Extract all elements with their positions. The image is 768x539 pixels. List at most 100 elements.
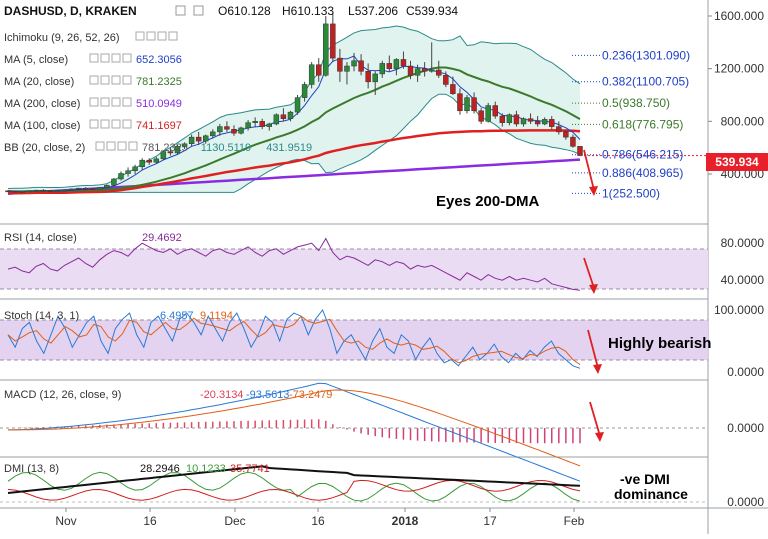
indicator-control-icon[interactable]: [89, 75, 99, 85]
candle-body[interactable]: [330, 23, 336, 59]
candle-body[interactable]: [188, 136, 195, 144]
candle-body[interactable]: [104, 184, 110, 188]
candle-body[interactable]: [231, 128, 237, 134]
macd-panel[interactable]: 0.0000 MACD (12, 26, close, 9) -20.3134 -93…: [0, 382, 764, 482]
symbol-settings-icon[interactable]: [175, 5, 186, 16]
candle-body[interactable]: [273, 114, 280, 125]
candle-body[interactable]: [393, 59, 400, 69]
candle-body[interactable]: [485, 105, 491, 122]
candle-body[interactable]: [520, 118, 527, 125]
indicator-control-icon[interactable]: [95, 141, 105, 151]
candle-body[interactable]: [386, 63, 393, 69]
candle-body[interactable]: [259, 121, 265, 127]
candle-body[interactable]: [471, 97, 477, 112]
candle-body[interactable]: [210, 131, 216, 137]
candle-body[interactable]: [174, 146, 181, 154]
candle-body[interactable]: [61, 189, 68, 192]
candle-body[interactable]: [33, 189, 39, 192]
candle-body[interactable]: [577, 146, 583, 156]
candle-body[interactable]: [563, 131, 569, 138]
candle-body[interactable]: [428, 69, 435, 72]
indicator-control-icon[interactable]: [89, 97, 99, 107]
candle-body[interactable]: [379, 63, 385, 75]
candle-body[interactable]: [203, 135, 209, 142]
indicator-control-icon[interactable]: [122, 97, 132, 107]
candle-body[interactable]: [97, 187, 103, 190]
candle-body[interactable]: [75, 187, 82, 190]
candle-body[interactable]: [527, 118, 534, 122]
candle-body[interactable]: [160, 151, 167, 160]
candle-body[interactable]: [407, 65, 414, 76]
candle-body[interactable]: [365, 71, 371, 83]
candle-body[interactable]: [280, 114, 287, 119]
candle-body[interactable]: [217, 126, 223, 133]
candle-body[interactable]: [400, 59, 407, 67]
candle-body[interactable]: [252, 121, 258, 123]
candle-body[interactable]: [12, 190, 18, 193]
candle-body[interactable]: [323, 23, 329, 76]
candle-body[interactable]: [54, 190, 61, 193]
candle-body[interactable]: [224, 126, 230, 130]
rsi-panel[interactable]: 80.0000 40.0000 RSI (14, close) 29.4692: [4, 232, 764, 291]
candle-body[interactable]: [457, 93, 463, 112]
candle-body[interactable]: [315, 64, 322, 76]
symbol-visibility-icon[interactable]: [193, 5, 204, 16]
candle-body[interactable]: [492, 105, 498, 117]
candle-body[interactable]: [90, 188, 96, 190]
indicator-control-icon[interactable]: [111, 75, 121, 85]
candle-body[interactable]: [245, 122, 251, 129]
candle-body[interactable]: [541, 119, 548, 125]
indicator-control-icon[interactable]: [111, 53, 121, 63]
candle-body[interactable]: [125, 170, 131, 174]
indicator-control-icon[interactable]: [111, 119, 121, 129]
stoch-panel[interactable]: 100.0000 0.0000 Stoch (14, 3, 1) 6.4957 9.11…: [4, 303, 764, 379]
candle-body[interactable]: [146, 159, 152, 163]
candle-body[interactable]: [414, 68, 421, 76]
candle-body[interactable]: [238, 127, 244, 134]
candle-body[interactable]: [478, 110, 484, 122]
candle-body[interactable]: [549, 119, 555, 127]
candle-body[interactable]: [167, 151, 174, 154]
candle-body[interactable]: [195, 136, 202, 142]
candle-body[interactable]: [19, 191, 25, 193]
indicator-control-icon[interactable]: [106, 141, 116, 151]
candle-body[interactable]: [337, 57, 343, 72]
candle-body[interactable]: [534, 121, 541, 125]
candle-body[interactable]: [132, 166, 138, 171]
candle-body[interactable]: [421, 68, 428, 72]
candle-body[interactable]: [464, 97, 470, 112]
indicator-control-icon[interactable]: [128, 141, 138, 151]
candle-body[interactable]: [506, 114, 513, 123]
candle-body[interactable]: [40, 189, 47, 192]
candle-body[interactable]: [358, 60, 364, 72]
candle-body[interactable]: [181, 143, 188, 147]
candle-body[interactable]: [139, 159, 145, 168]
indicator-control-icon[interactable]: [122, 53, 132, 63]
indicator-control-icon[interactable]: [89, 53, 99, 63]
candle-body[interactable]: [513, 114, 520, 125]
indicator-control-icon[interactable]: [168, 31, 178, 41]
candle-body[interactable]: [450, 84, 456, 94]
indicator-control-icon[interactable]: [135, 31, 145, 41]
candle-body[interactable]: [118, 173, 124, 180]
candle-body[interactable]: [570, 136, 576, 147]
candle-body[interactable]: [436, 69, 442, 76]
candle-body[interactable]: [68, 188, 75, 191]
candle-body[interactable]: [294, 97, 301, 113]
candle-body[interactable]: [308, 64, 315, 85]
candle-body[interactable]: [443, 75, 449, 85]
indicator-control-icon[interactable]: [100, 53, 110, 63]
indicator-control-icon[interactable]: [157, 31, 167, 41]
indicator-control-icon[interactable]: [100, 75, 110, 85]
candle-body[interactable]: [153, 158, 160, 163]
candle-body[interactable]: [82, 187, 89, 190]
candle-body[interactable]: [287, 111, 294, 119]
indicator-control-icon[interactable]: [146, 31, 156, 41]
time-axis[interactable]: Nov 16 Dec 16 2018 17 Feb: [55, 508, 585, 528]
indicator-control-icon[interactable]: [100, 97, 110, 107]
indicator-control-icon[interactable]: [89, 119, 99, 129]
indicator-control-icon[interactable]: [111, 97, 121, 107]
candle-body[interactable]: [26, 190, 32, 192]
indicator-control-icon[interactable]: [122, 75, 132, 85]
